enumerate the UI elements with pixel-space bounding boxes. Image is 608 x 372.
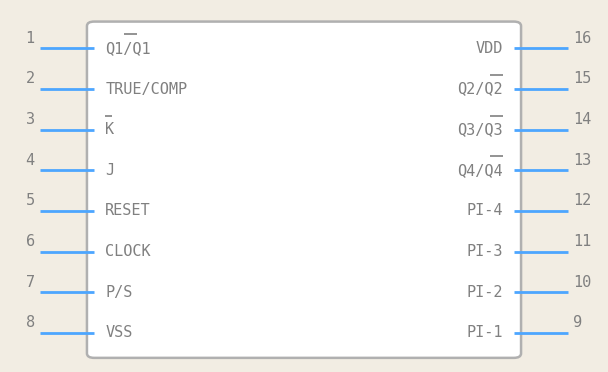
Text: 3: 3 [26,112,35,127]
Text: 10: 10 [573,275,592,290]
Text: VSS: VSS [105,326,133,340]
Text: 7: 7 [26,275,35,290]
Text: 5: 5 [26,193,35,208]
Text: 12: 12 [573,193,592,208]
Text: K: K [105,122,114,137]
Text: VDD: VDD [475,41,503,56]
Text: TRUE/COMP: TRUE/COMP [105,81,187,96]
Text: Q4/Q4: Q4/Q4 [457,163,503,178]
Text: CLOCK: CLOCK [105,244,151,259]
Text: 13: 13 [573,153,592,168]
Text: PI-3: PI-3 [466,244,503,259]
Text: PI-2: PI-2 [466,285,503,300]
Text: 11: 11 [573,234,592,249]
Text: PI-1: PI-1 [466,326,503,340]
Text: 6: 6 [26,234,35,249]
Text: RESET: RESET [105,203,151,218]
Text: 2: 2 [26,71,35,86]
Text: P/S: P/S [105,285,133,300]
Text: PI-4: PI-4 [466,203,503,218]
Text: 4: 4 [26,153,35,168]
Text: 9: 9 [573,315,582,330]
Text: 16: 16 [573,31,592,46]
Text: 15: 15 [573,71,592,86]
Text: 8: 8 [26,315,35,330]
Text: J: J [105,163,114,178]
Text: Q2/Q2: Q2/Q2 [457,81,503,96]
Text: 1: 1 [26,31,35,46]
Text: Q3/Q3: Q3/Q3 [457,122,503,137]
Text: 14: 14 [573,112,592,127]
FancyBboxPatch shape [87,22,521,358]
Text: Q1/Q1: Q1/Q1 [105,41,151,56]
